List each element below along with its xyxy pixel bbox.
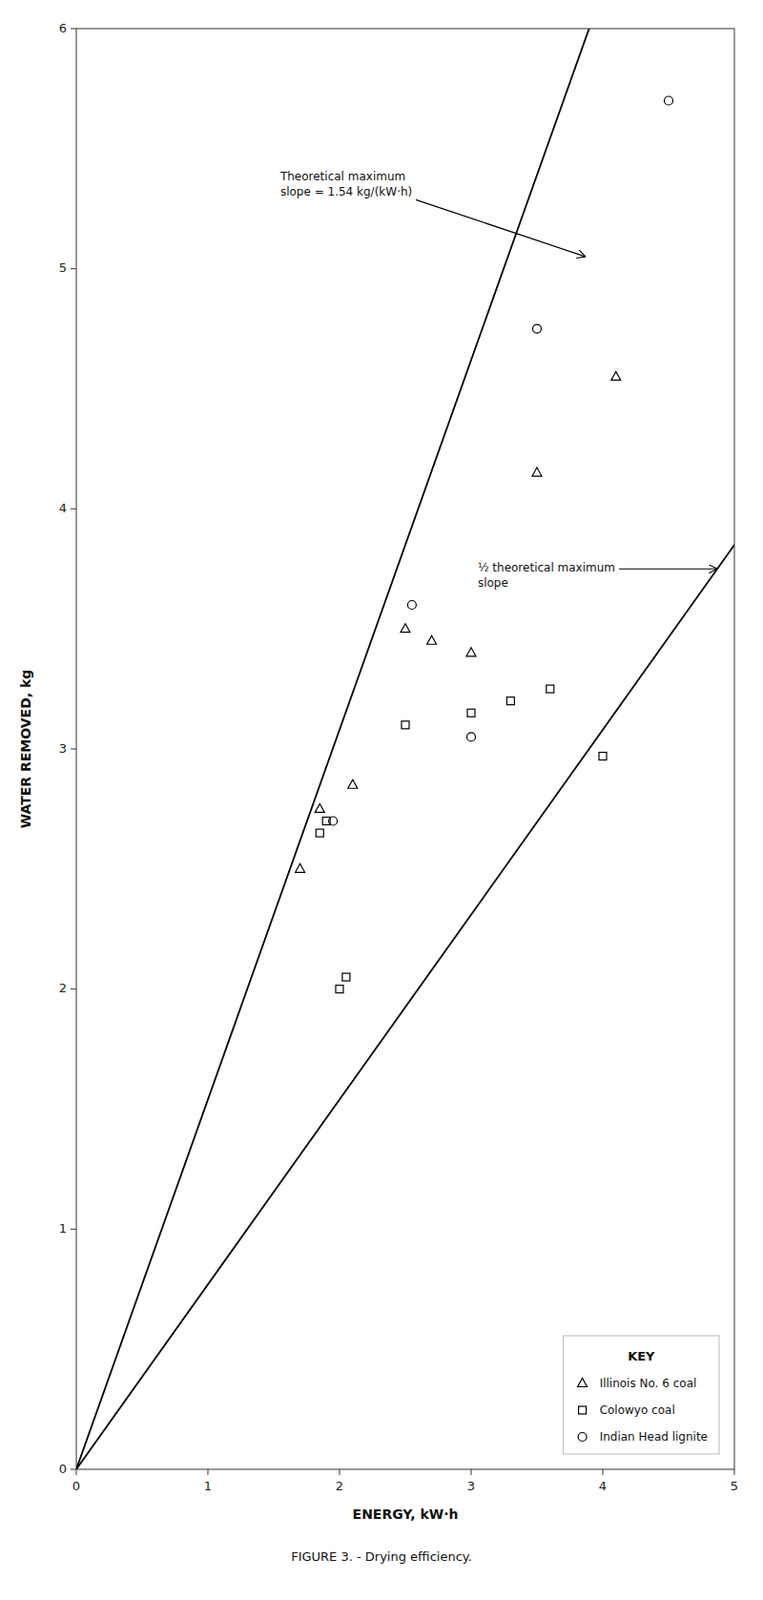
y-tick bbox=[70, 268, 77, 269]
y-tick-label: 2 bbox=[59, 980, 67, 995]
legend-symbol bbox=[577, 1432, 587, 1442]
y-tick bbox=[70, 988, 77, 990]
data-point bbox=[407, 600, 416, 610]
legend-label: Illinois No. 6 coal bbox=[599, 1376, 698, 1390]
x-tick bbox=[339, 1468, 341, 1475]
legend-title: KEY bbox=[627, 1348, 656, 1363]
y-tick-label: 3 bbox=[59, 741, 67, 756]
y-tick bbox=[70, 748, 77, 750]
annotation: Theoretical maximumslope = 1.54 kg/(kW·h… bbox=[279, 169, 413, 199]
x-tick-label: 5 bbox=[730, 1478, 739, 1493]
data-point bbox=[546, 684, 555, 693]
x-tick-label: 3 bbox=[467, 1478, 475, 1493]
data-point bbox=[611, 371, 621, 380]
plot-area bbox=[76, 28, 735, 1469]
data-point bbox=[506, 697, 515, 705]
caption: FIGURE 3. - Drying efficiency. bbox=[290, 1548, 473, 1564]
legend-box bbox=[563, 1335, 720, 1454]
data-point bbox=[335, 985, 344, 993]
data-point bbox=[329, 816, 338, 825]
y-tick-label: 6 bbox=[59, 20, 67, 36]
x-tick-label: 2 bbox=[335, 1478, 344, 1493]
legend-label: Colowyo coal bbox=[599, 1402, 676, 1417]
data-point bbox=[664, 96, 674, 105]
y-tick-label: 5 bbox=[59, 260, 67, 275]
annotation-arrow bbox=[618, 568, 718, 570]
y-tick-label: 1 bbox=[59, 1220, 67, 1236]
data-point bbox=[401, 721, 410, 729]
annotation-line: slope bbox=[477, 576, 509, 590]
legend: KEY Illinois No. 6 coal Colowyo coal Indian… bbox=[563, 1335, 720, 1454]
x-tick-label: 1 bbox=[204, 1478, 212, 1493]
y-tick bbox=[70, 1228, 77, 1230]
y-tick-label: 4 bbox=[59, 500, 67, 516]
data-point bbox=[466, 647, 476, 657]
legend-symbol bbox=[577, 1378, 588, 1387]
x-tick bbox=[734, 1468, 736, 1475]
data-point bbox=[295, 863, 306, 872]
legend-label: Indian Head lignite bbox=[599, 1429, 708, 1444]
y-tick bbox=[70, 1468, 77, 1470]
data-point bbox=[598, 752, 607, 761]
x-tick bbox=[602, 1468, 604, 1475]
data-point bbox=[314, 803, 325, 812]
x-axis-label: ENERGY, kW·h bbox=[352, 1505, 459, 1522]
data-point bbox=[532, 467, 542, 476]
y-axis-label: WATER REMOVED, kg bbox=[18, 669, 34, 829]
data-point bbox=[315, 828, 324, 837]
data-point bbox=[400, 623, 411, 633]
annotation-arrow bbox=[415, 199, 586, 257]
data-point bbox=[348, 779, 358, 788]
data-point bbox=[533, 324, 542, 333]
annotation-line: Theoretical maximum bbox=[279, 169, 406, 184]
data-point bbox=[467, 708, 475, 717]
y-tick bbox=[70, 28, 77, 30]
chart: 0 1 2 3 4 5 0 1 2 3 4 5 6 ENERGY, kW·h WATER REMOVED, … bbox=[0, 0, 763, 1600]
x-tick-label: 0 bbox=[72, 1478, 81, 1493]
annotation-line: ½ theoretical maximum bbox=[477, 560, 616, 575]
legend-symbol bbox=[578, 1405, 587, 1414]
data-point bbox=[467, 732, 476, 742]
x-tick bbox=[471, 1468, 473, 1475]
data-point bbox=[342, 972, 351, 981]
y-tick bbox=[70, 508, 77, 510]
x-tick bbox=[76, 1468, 78, 1475]
reference-line bbox=[76, 544, 735, 1469]
annotation-line: slope = 1.54 kg/(kW·h) bbox=[280, 185, 413, 199]
annotation: ½ theoretical maximumslope bbox=[477, 560, 616, 590]
x-tick bbox=[207, 1468, 209, 1475]
y-tick-label: 0 bbox=[59, 1461, 67, 1476]
plot-frame bbox=[76, 28, 735, 1469]
data-point bbox=[427, 635, 437, 644]
reference-line bbox=[76, 28, 735, 1469]
x-tick-label: 4 bbox=[598, 1478, 607, 1493]
